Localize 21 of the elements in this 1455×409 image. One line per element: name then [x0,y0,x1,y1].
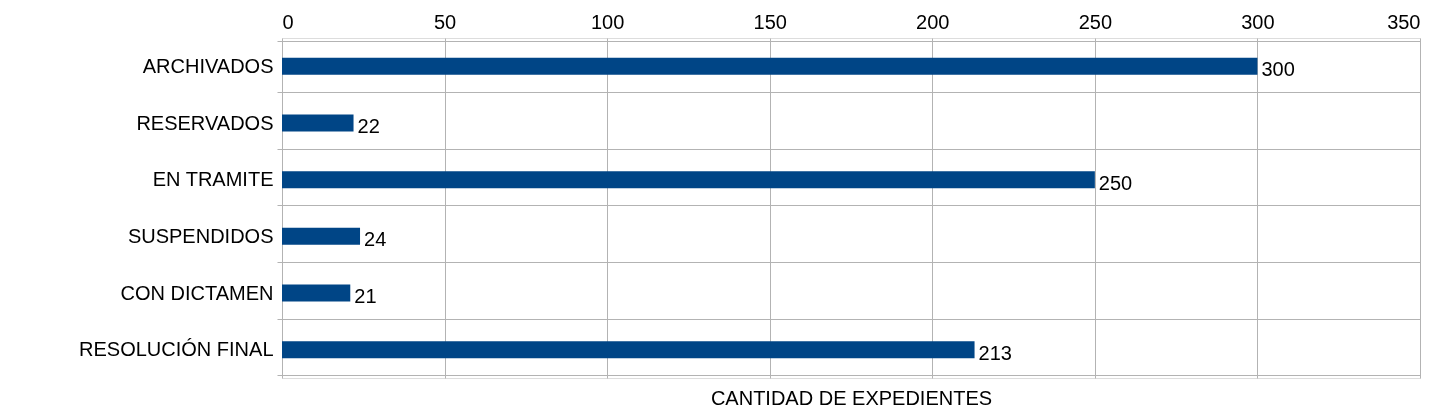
x-tick-label: 150 [753,10,787,33]
y-tick-label: ARCHIVADOS [142,54,274,77]
data-label: 213 [978,341,1012,364]
data-label: 22 [357,115,380,137]
x-tick-label: 300 [1241,10,1275,33]
x-tick-label: 250 [1078,10,1113,33]
data-label: 250 [1098,171,1133,194]
x-tick-label: 50 [433,10,457,33]
y-tick-label: EN TRAMITE [152,168,274,191]
data-label: 300 [1261,58,1295,81]
x-axis-title: CANTIDAD DE EXPEDIENTES [710,386,993,409]
x-tick-label: 0 [282,10,294,33]
y-tick-label: CON DICTAMEN [120,281,274,304]
y-tick-label: SUSPENDIDOS [127,224,274,247]
y-tick-label: RESOLUCIÓN FINAL [79,338,274,361]
x-tick-label: 200 [916,10,950,33]
data-label: 24 [364,228,387,251]
data-label: 21 [354,285,377,307]
x-tick-label: 100 [590,10,625,33]
x-tick-label: 350 [1387,10,1421,33]
y-tick-label: RESERVADOS [136,111,274,134]
